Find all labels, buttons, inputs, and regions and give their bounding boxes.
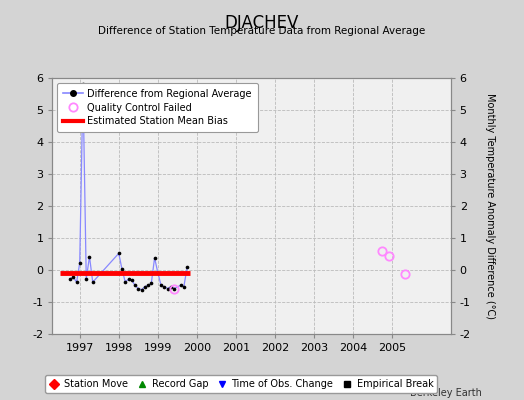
Legend: Difference from Regional Average, Quality Control Failed, Estimated Station Mean: Difference from Regional Average, Qualit… <box>57 83 258 132</box>
Point <box>144 282 152 288</box>
Point <box>89 279 97 285</box>
Y-axis label: Monthly Temperature Anomaly Difference (°C): Monthly Temperature Anomaly Difference (… <box>485 93 495 319</box>
Point <box>157 282 165 288</box>
Point <box>134 285 143 292</box>
Point <box>170 285 178 292</box>
Point <box>154 269 162 276</box>
Text: DJACHEV: DJACHEV <box>225 14 299 32</box>
Point <box>131 282 139 288</box>
Point <box>167 284 175 290</box>
Point <box>180 284 188 290</box>
Point <box>72 279 81 285</box>
Point <box>79 81 87 88</box>
Point <box>115 250 123 256</box>
Text: Difference of Station Temperature Data from Regional Average: Difference of Station Temperature Data f… <box>99 26 425 36</box>
Point <box>127 277 136 284</box>
Point <box>183 264 191 271</box>
Point <box>85 253 94 260</box>
Point <box>69 274 77 280</box>
Point <box>137 287 146 293</box>
Point <box>118 266 126 272</box>
Point <box>150 255 159 261</box>
Text: Berkeley Earth: Berkeley Earth <box>410 388 482 398</box>
Point <box>160 284 169 290</box>
Point <box>82 276 91 282</box>
Point <box>177 282 185 288</box>
Point <box>66 276 74 282</box>
Point <box>121 279 129 285</box>
Point <box>147 280 156 287</box>
Point <box>163 285 172 292</box>
Point <box>140 284 149 290</box>
Point <box>75 260 84 266</box>
Point <box>124 276 133 282</box>
Legend: Station Move, Record Gap, Time of Obs. Change, Empirical Break: Station Move, Record Gap, Time of Obs. C… <box>45 375 438 393</box>
